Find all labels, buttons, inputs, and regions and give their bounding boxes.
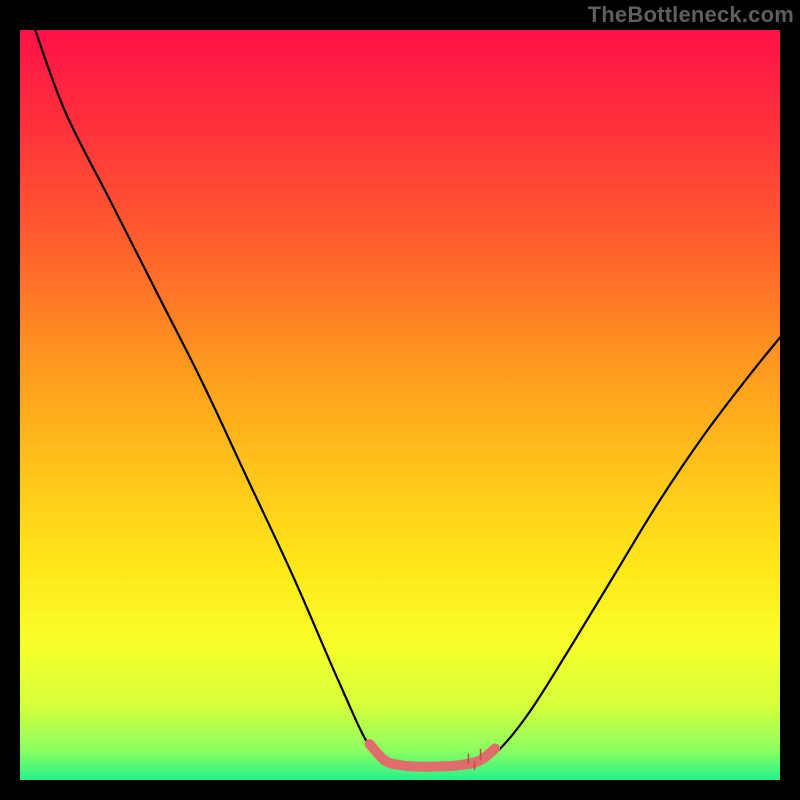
gradient-background [20, 30, 780, 780]
watermark-text: TheBottleneck.com [588, 2, 794, 28]
plot-area [20, 30, 780, 780]
plot-svg [20, 30, 780, 780]
chart-frame: TheBottleneck.com [0, 0, 800, 800]
